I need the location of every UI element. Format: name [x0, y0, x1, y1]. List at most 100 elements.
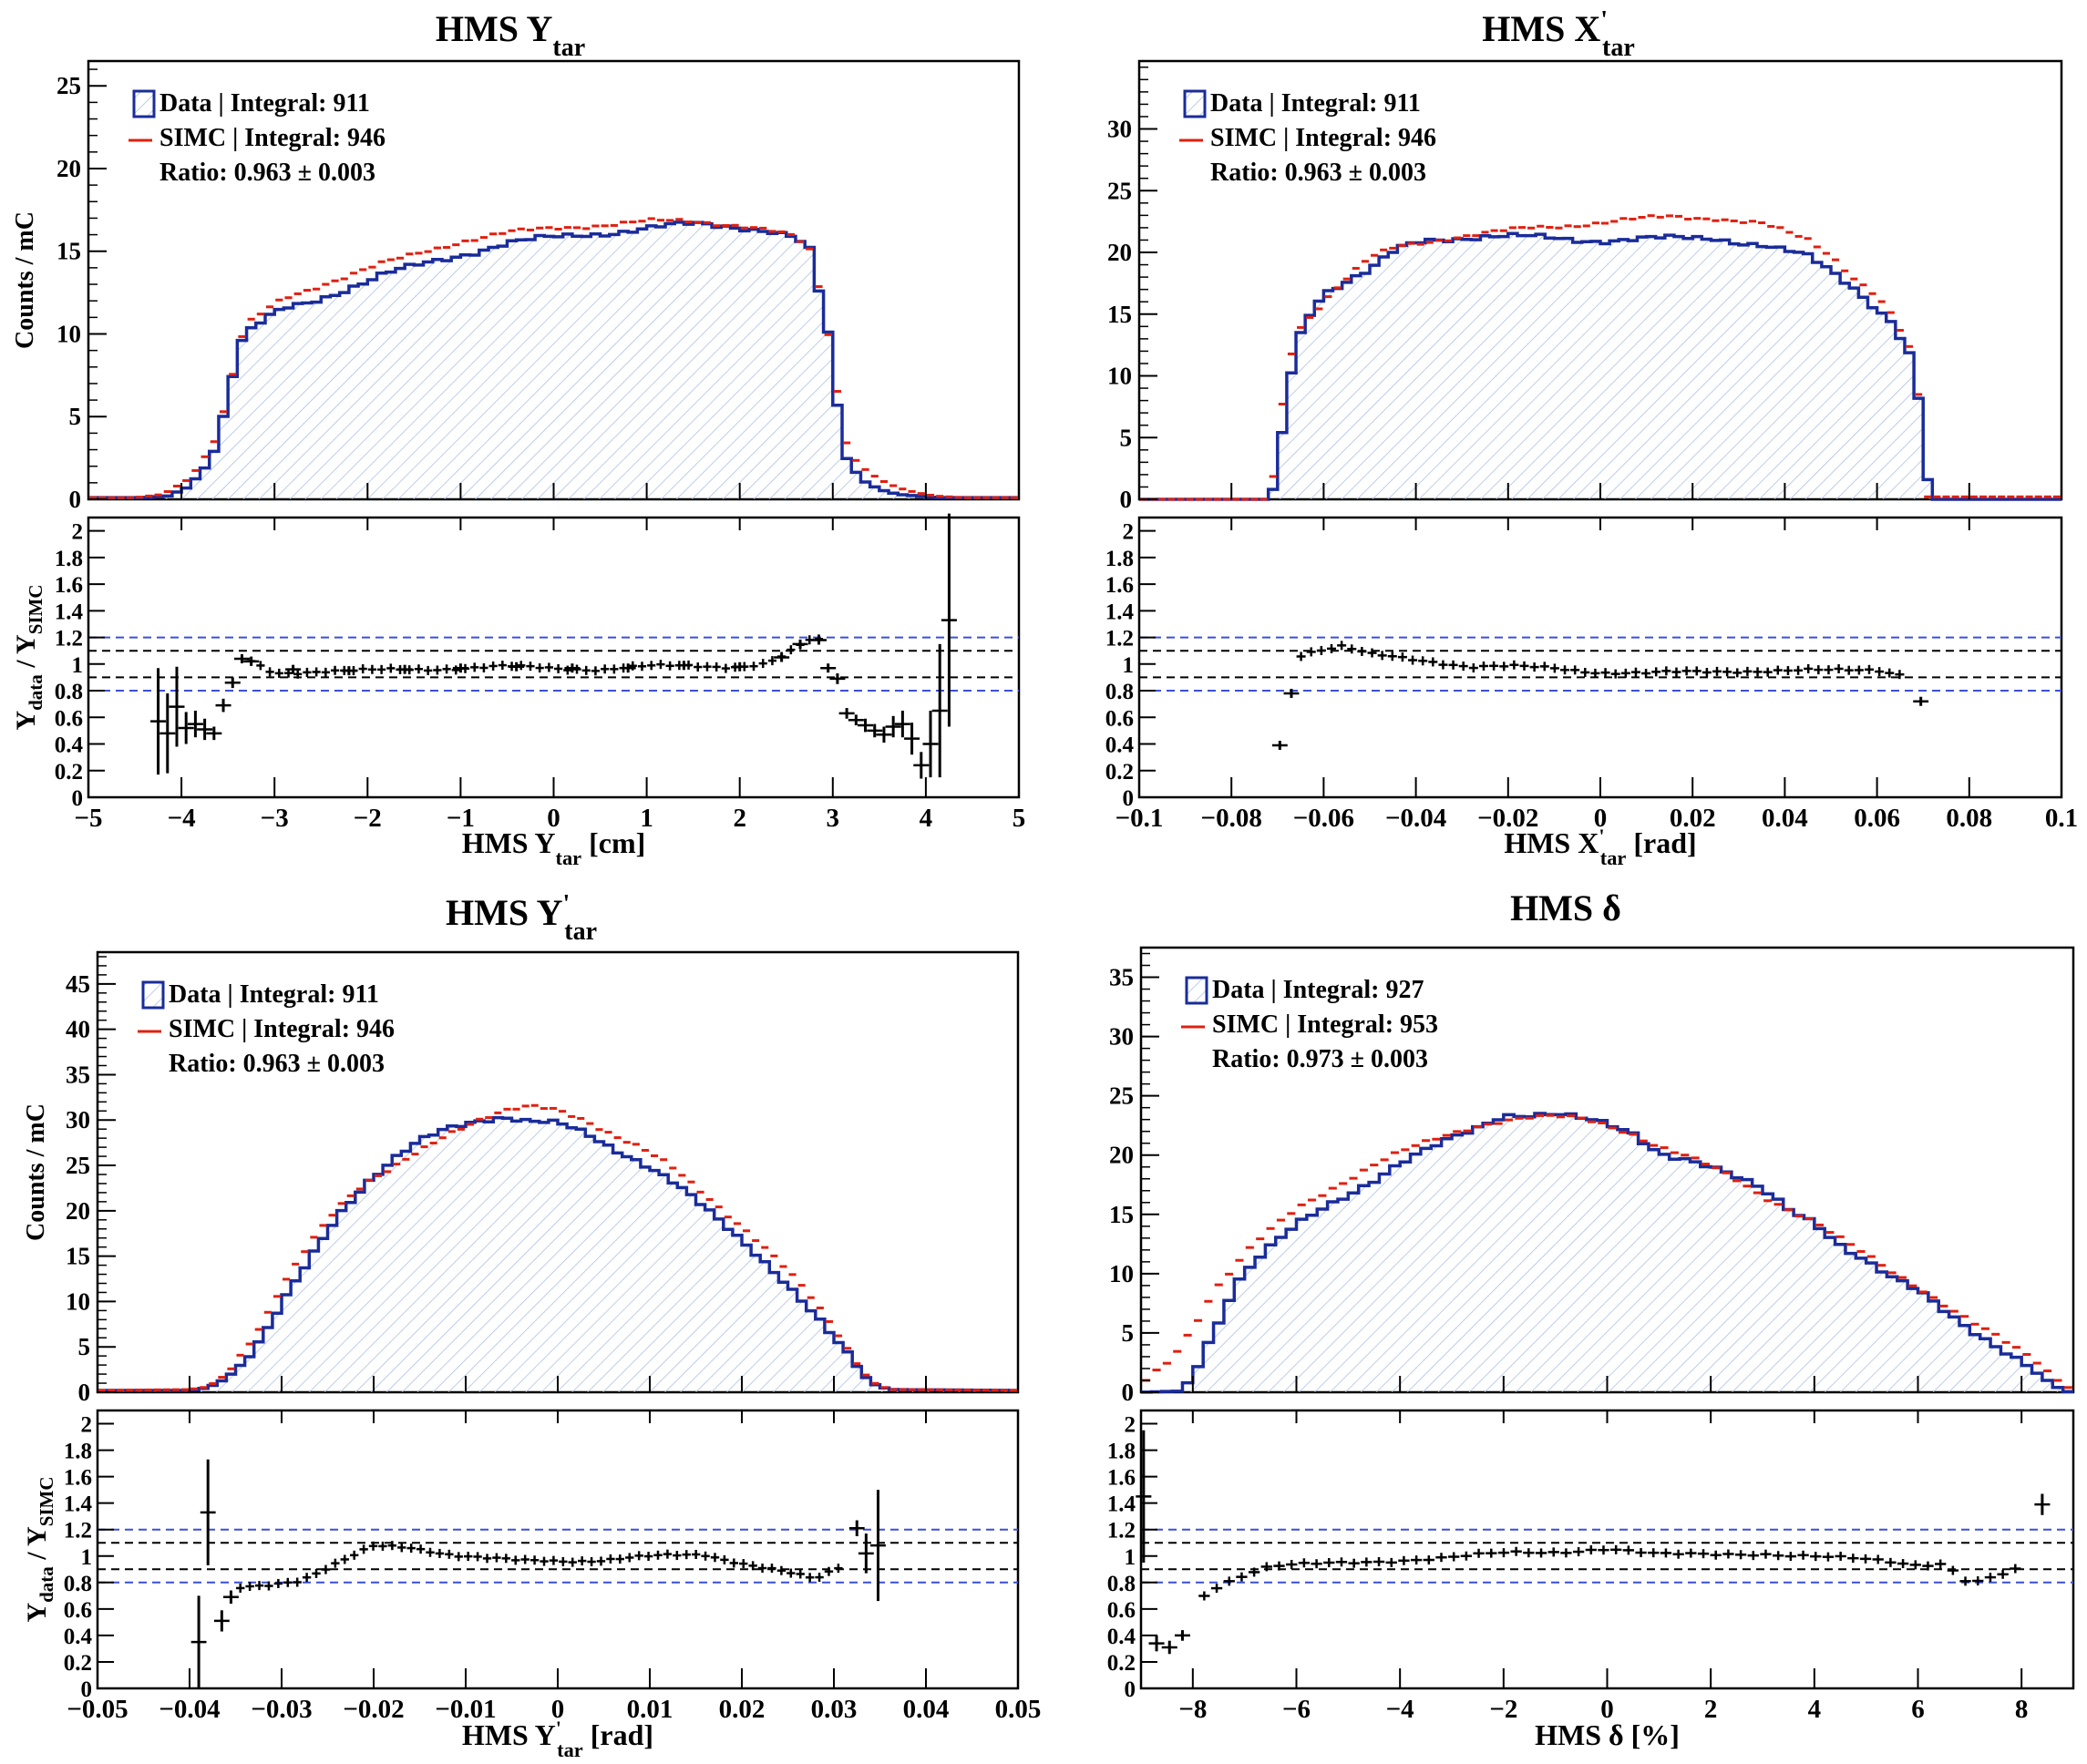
ratio-ytick-label: 2	[1123, 520, 1135, 545]
legend-ratio-label: Ratio: 0.963 ± 0.003	[169, 1050, 385, 1078]
x-axis-label-unit: [rad]	[1626, 826, 1696, 859]
ytick-label: 25	[66, 1152, 90, 1179]
legend-data-label: Data | Integral: 911	[159, 89, 370, 118]
ratio-ytick-label: 1.2	[55, 627, 83, 651]
xtick-label: −0.08	[1201, 804, 1262, 833]
xtick-label: 0.02	[719, 1695, 766, 1724]
xtick-label: 0	[1600, 1695, 1614, 1724]
ratio-ytick-label: 1.4	[64, 1492, 93, 1517]
ytick-label: 15	[57, 238, 81, 265]
ratio-ytick-label: 0.2	[55, 760, 83, 785]
xtick-label: −2	[354, 804, 382, 833]
ratio-ytick-label: 0.6	[55, 706, 83, 731]
x-axis-label-unit: [rad]	[583, 1718, 653, 1751]
xtick-label: 0.01	[627, 1695, 673, 1724]
ytick-label: 0	[69, 486, 82, 513]
ytick-label: 10	[1109, 1260, 1134, 1287]
legend-data-swatch	[1183, 89, 1207, 118]
xtick-label: 0.02	[1670, 804, 1716, 833]
legend-simc-label: SIMC | Integral: 946	[159, 124, 386, 152]
ratio-ytick-label: 1.2	[1107, 1519, 1136, 1544]
xtick-label: −0.02	[1477, 804, 1538, 833]
ratio-ytick-label: 1.6	[1107, 1466, 1136, 1491]
ratio-ytick-label: 0	[1125, 1677, 1136, 1702]
legend-simc-label: SIMC | Integral: 946	[1210, 124, 1436, 152]
xtick-label: −0.05	[67, 1695, 128, 1724]
ytick-label: 15	[66, 1243, 90, 1270]
x-axis-label-main: HMS δ [%]	[1535, 1718, 1680, 1751]
simc-markers	[1140, 214, 2061, 501]
simc-markers	[1142, 1113, 2072, 1390]
ratio-ytick-label: 1.8	[55, 547, 83, 571]
ratio-y-label: Ydata / YSIMC	[11, 584, 46, 730]
ratio-ytick-label: 0.8	[1105, 680, 1134, 704]
ytick-label: 30	[1107, 116, 1132, 143]
ytick-label: 10	[57, 320, 81, 347]
xtick-label: −1	[447, 804, 475, 833]
ratio-ytick-label: 0.4	[55, 733, 84, 758]
legend-data-label: Data | Integral: 911	[169, 980, 379, 1009]
xtick-label: 8	[2015, 1695, 2029, 1724]
xtick-label: −4	[168, 804, 196, 833]
ratio-ytick-label: 1.2	[64, 1519, 92, 1544]
ratio-ytick-label: 1	[81, 1545, 93, 1570]
ytick-label: 40	[66, 1016, 90, 1043]
chart-title-sub: tar	[1602, 34, 1635, 62]
ratio-pad: 00.20.40.60.811.21.41.61.82−0.1 −0.08 −0.0…	[1105, 516, 2078, 833]
data-histogram	[88, 220, 1019, 499]
ytick-label: 25	[1107, 177, 1132, 204]
ratio-frame	[1137, 516, 2063, 799]
ratio-ytick-label: 0.8	[64, 1572, 92, 1596]
ratio-pad: 00.20.40.60.811.21.41.61.82−8 −6 −4 −2 0 2 4 6 8	[1107, 1409, 2075, 1724]
ratio-y-label-main: Y	[11, 711, 41, 731]
upper-pad: 0 5 10 15 20 25 Counts / mC Data | Integral: 91…	[11, 59, 1021, 513]
ratio-y-label-main: Y	[22, 1603, 52, 1623]
ratio-ytick-label: 2	[72, 520, 84, 545]
xtick-label: 1	[640, 804, 653, 833]
ytick-label: 15	[1109, 1201, 1134, 1228]
x-axis-label-main: HMS Y	[462, 826, 556, 859]
data-histogram-fill	[88, 221, 1019, 500]
ratio-ytick-label: 1.6	[64, 1466, 92, 1491]
ytick-label: 0	[1122, 1379, 1135, 1406]
data-histogram	[1141, 1112, 2073, 1394]
ratio-ytick-label: 0.2	[64, 1651, 92, 1676]
legend-ratio-label: Ratio: 0.963 ± 0.003	[159, 159, 375, 187]
ratio-trend-points	[1296, 641, 1905, 680]
data-histogram	[1139, 231, 2061, 501]
xtick-label: −8	[1178, 1695, 1207, 1724]
xtick-label: −0.04	[159, 1695, 220, 1724]
ratio-ytick-label: 0.6	[1107, 1598, 1136, 1623]
xtick-label: −6	[1282, 1695, 1311, 1724]
ytick-label: 20	[57, 155, 81, 182]
xtick-label: 4	[920, 804, 933, 833]
ratio-frame	[96, 1409, 1020, 1690]
ratio-y-label-mid: / Y	[11, 634, 41, 674]
xtick-label: 0.04	[903, 1695, 950, 1724]
chart-title-sub: tar	[552, 34, 585, 62]
ratio-ytick-label: 1.4	[1107, 1492, 1136, 1517]
ytick-label: 30	[1109, 1023, 1134, 1051]
upper-pad: 0 5 10 15 20 25 30 Data | Integral: 911 SIMC | I…	[1107, 59, 2063, 513]
x-axis-label-sub: tar	[1600, 846, 1627, 869]
ratio-ytick-label: 1.4	[1105, 600, 1135, 624]
legend-data-swatch	[141, 980, 165, 1010]
ytick-label: 0	[1120, 486, 1133, 513]
ratio-ytick-label: 0.8	[55, 680, 83, 704]
ytick-label: 45	[66, 970, 90, 998]
ytick-label: 15	[1107, 301, 1132, 328]
ratio-trend-points	[1198, 1544, 2021, 1601]
ytick-label: 5	[69, 403, 82, 430]
ratio-pad: 00.20.40.60.811.21.41.61.82−0.05 −0.04 −0.…	[22, 1409, 1041, 1724]
upper-pad: 0 5 10 15 20 25 30 35 Data | Integral: 927 SIMC |…	[1109, 946, 2075, 1406]
chart-title-sub: tar	[564, 918, 597, 946]
ytick-label: 25	[1109, 1082, 1134, 1110]
legend-data-swatch	[132, 89, 156, 118]
ratio-ytick-label: 1	[1123, 653, 1135, 678]
ratio-ytick-label: 1.4	[55, 600, 84, 624]
chart-title-main: HMS X	[1482, 8, 1600, 49]
ratio-ytick-label: 1.2	[1105, 627, 1134, 651]
xtick-label: −0.06	[1293, 804, 1354, 833]
xtick-label: −5	[74, 804, 102, 833]
